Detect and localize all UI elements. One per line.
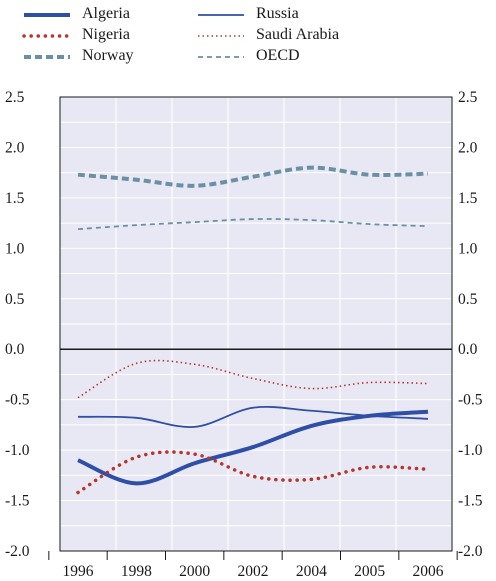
x-tick-label: 2004 (296, 563, 327, 580)
legend-label: Norway (82, 47, 134, 64)
y-tick-label-left: -2.0 (5, 543, 30, 560)
chart-legend: Algeria Nigeria Norway Russia Saudi Arabia OE… (0, 0, 496, 80)
x-tick-label: 2002 (238, 563, 269, 580)
x-tick-label: 1996 (63, 563, 94, 580)
legend-item-russia: Russia (194, 4, 434, 24)
series-line-oecd (77, 218, 429, 231)
series-line-saudi-arabia (77, 359, 429, 399)
x-tick-label: 2005 (354, 563, 385, 580)
x-tick-label: 1998 (121, 563, 152, 580)
y-tick-label-right: 0.5 (458, 291, 478, 308)
y-tick-label-left: 2.5 (5, 89, 25, 106)
legend-swatch (198, 14, 244, 16)
y-tick-label-left: 0.5 (5, 291, 25, 308)
legend-swatch (24, 55, 70, 59)
series-line-algeria (77, 409, 429, 486)
y-tick-label-left: -0.5 (5, 392, 30, 409)
legend-swatch (22, 34, 72, 38)
x-tick-label: 2000 (179, 563, 210, 580)
y-tick-label-left: 2.0 (5, 139, 25, 156)
legend-label: Nigeria (82, 26, 130, 43)
series-line-norway (77, 165, 429, 188)
y-tick-label-right: 1.0 (458, 240, 478, 257)
y-tick-label-left: -1.5 (5, 493, 30, 510)
y-tick-label-left: 1.0 (5, 240, 25, 257)
y-tick-label-right: -2.0 (458, 543, 483, 560)
legend-swatch (24, 13, 70, 17)
y-tick-label-right: -1.5 (458, 493, 483, 510)
plot-frame (59, 96, 453, 552)
y-tick-label-right: 2.0 (458, 139, 478, 156)
legend-item-saudi-arabia: Saudi Arabia (194, 25, 434, 45)
legend-label: Algeria (82, 5, 130, 22)
legend-item-norway: Norway (20, 46, 260, 66)
y-tick-label-left: 0.0 (5, 341, 25, 358)
y-tick-label-right: 0.0 (458, 341, 478, 358)
legend-item-algeria: Algeria (20, 4, 260, 24)
legend-item-nigeria: Nigeria (20, 25, 260, 45)
y-tick-label-right: 1.5 (458, 190, 478, 207)
legend-label: Russia (256, 5, 299, 22)
legend-swatch (198, 56, 244, 58)
legend-swatch (198, 35, 244, 37)
y-tick-label-right: -1.0 (458, 442, 483, 459)
y-tick-label-left: 1.5 (5, 190, 25, 207)
legend-item-oecd: OECD (194, 46, 434, 66)
x-tick-label: 2006 (413, 563, 444, 580)
legend-label: Saudi Arabia (256, 26, 340, 43)
legend-label: OECD (256, 47, 300, 64)
y-tick-label-right: 2.5 (458, 89, 478, 106)
y-tick-label-left: -1.0 (5, 442, 30, 459)
y-tick-label-right: -0.5 (458, 392, 483, 409)
